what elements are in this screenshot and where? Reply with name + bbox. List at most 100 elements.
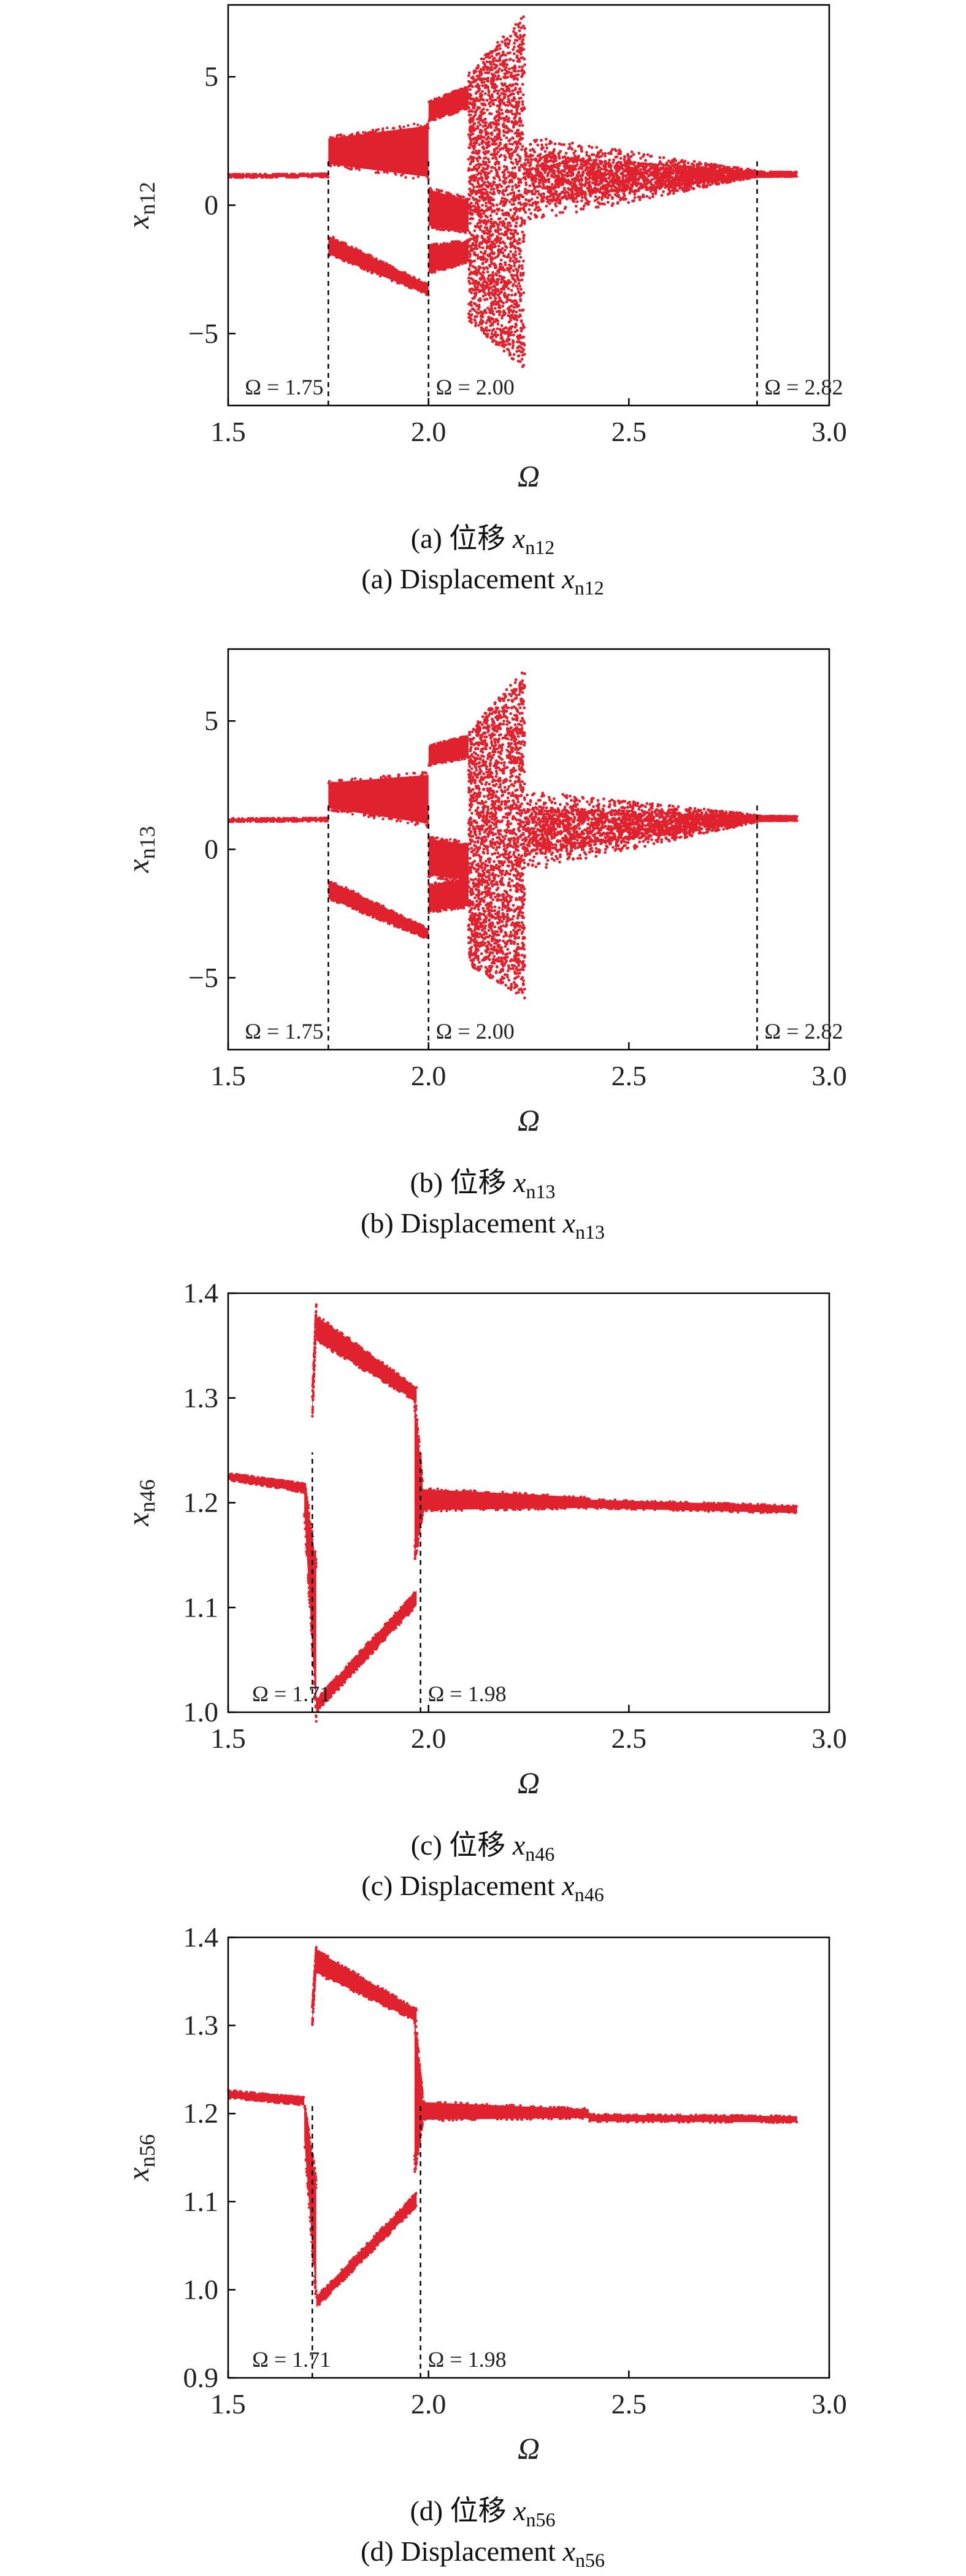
data-point	[617, 165, 621, 169]
data-point	[458, 242, 461, 245]
data-point	[469, 137, 472, 140]
data-point	[531, 201, 535, 205]
data-point	[315, 172, 318, 175]
data-point	[494, 264, 497, 267]
data-point	[510, 356, 514, 360]
data-point	[601, 152, 605, 155]
data-point	[486, 206, 490, 210]
data-point	[502, 117, 505, 120]
data-point	[481, 246, 485, 250]
data-point	[662, 190, 665, 193]
data-point	[498, 104, 502, 107]
data-point	[405, 169, 408, 172]
data-point	[500, 200, 504, 203]
data-point	[639, 156, 642, 160]
data-point	[484, 188, 488, 191]
data-point	[513, 302, 516, 306]
attractor-band	[328, 125, 429, 177]
data-point	[456, 242, 459, 246]
data-point	[473, 145, 477, 149]
data-point	[469, 309, 472, 313]
data-point	[419, 125, 423, 128]
data-point	[484, 64, 487, 68]
data-point	[492, 85, 495, 88]
data-point	[493, 299, 497, 302]
data-point	[604, 155, 607, 158]
data-point	[473, 80, 477, 83]
data-point	[474, 321, 478, 325]
data-point	[376, 272, 379, 275]
data-point	[478, 266, 482, 269]
data-point	[482, 107, 485, 111]
data-point	[480, 102, 483, 106]
data-point	[522, 25, 525, 28]
data-point	[561, 182, 565, 186]
data-point	[430, 189, 433, 192]
data-point	[510, 289, 513, 292]
data-point	[498, 304, 501, 307]
data-point	[481, 145, 485, 148]
data-point	[470, 277, 473, 280]
data-point	[497, 278, 500, 281]
data-point	[495, 212, 499, 215]
data-point	[482, 219, 486, 223]
data-point	[571, 141, 574, 145]
data-point	[508, 332, 512, 336]
data-point	[438, 190, 441, 193]
data-point	[726, 171, 730, 175]
data-point	[502, 204, 505, 207]
data-point	[510, 75, 513, 79]
data-point	[488, 309, 492, 312]
data-point	[488, 144, 491, 148]
data-point	[468, 126, 472, 129]
data-point	[486, 180, 489, 184]
data-point	[494, 115, 497, 119]
data-point	[472, 237, 475, 240]
data-point	[496, 69, 500, 73]
data-point	[478, 92, 482, 96]
data-point	[509, 256, 512, 260]
data-point	[512, 30, 515, 33]
data-point	[508, 142, 512, 146]
data-point	[485, 245, 489, 248]
data-point	[361, 252, 364, 255]
data-point	[362, 131, 365, 134]
data-point	[484, 260, 488, 264]
data-point	[325, 175, 328, 179]
data-point	[524, 188, 527, 191]
data-point	[497, 52, 500, 55]
data-point	[499, 336, 503, 340]
data-point	[486, 283, 489, 286]
data-point	[431, 267, 434, 271]
data-point	[515, 77, 518, 80]
data-point	[491, 301, 494, 304]
data-point	[499, 328, 502, 331]
data-point	[537, 190, 540, 193]
data-point	[497, 128, 501, 131]
data-point	[486, 158, 490, 161]
data-point	[508, 352, 512, 355]
data-point	[489, 121, 493, 125]
data-point	[648, 164, 652, 167]
data-point	[374, 129, 377, 133]
data-point	[468, 146, 472, 150]
data-point	[470, 313, 473, 317]
data-point	[500, 266, 504, 269]
data-point	[519, 288, 523, 291]
data-point	[536, 201, 540, 204]
data-point	[519, 293, 523, 296]
data-point	[507, 342, 511, 345]
data-point	[542, 146, 545, 150]
data-point	[510, 161, 513, 164]
data-point	[355, 167, 358, 171]
data-point	[483, 136, 486, 139]
data-point	[467, 133, 470, 136]
data-point	[503, 63, 507, 66]
data-point	[519, 314, 522, 318]
data-point	[502, 134, 506, 137]
data-point	[510, 191, 513, 195]
data-point	[478, 321, 481, 325]
data-point	[321, 175, 325, 179]
data-point	[521, 100, 524, 104]
data-point	[258, 172, 262, 175]
